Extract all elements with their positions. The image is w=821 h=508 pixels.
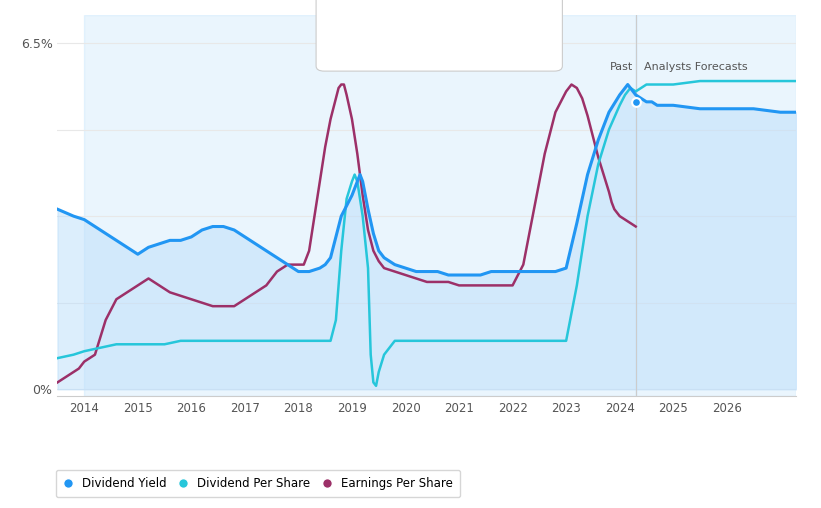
Text: Dividend Per Share: Dividend Per Share	[334, 5, 441, 15]
Text: Earnings Per Share: Earnings Per Share	[334, 38, 440, 48]
Point	[629, 98, 642, 106]
Bar	[635, 15, 796, 396]
Text: Analysts Forecasts: Analysts Forecasts	[644, 62, 747, 72]
Text: Past: Past	[610, 62, 633, 72]
Text: /yr: /yr	[515, 5, 534, 15]
Text: S$0.0249: S$0.0249	[456, 5, 515, 15]
Legend: Dividend Yield, Dividend Per Share, Earnings Per Share: Dividend Yield, Dividend Per Share, Earn…	[56, 470, 460, 497]
Text: No data: No data	[456, 38, 499, 48]
Bar	[85, 15, 635, 396]
